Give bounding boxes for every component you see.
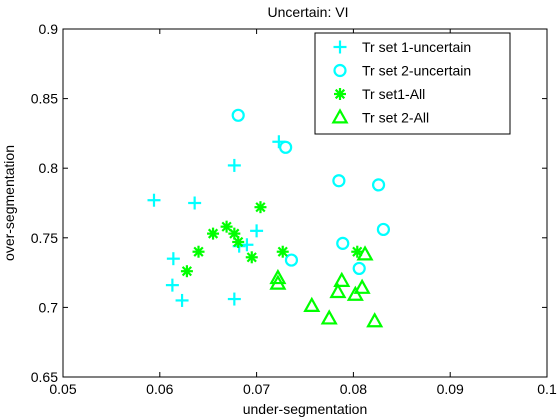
data-point: [245, 251, 258, 264]
legend: Tr set 1-uncertain Tr set 2-uncertain Tr s…: [314, 32, 511, 135]
data-point: [166, 252, 180, 266]
data-point: [376, 222, 391, 237]
data-point: [254, 201, 267, 214]
data-point: [180, 265, 193, 278]
legend-marker: [333, 40, 347, 54]
x-tick-label: 0.08: [340, 381, 367, 397]
data-point: [352, 261, 366, 276]
y-tick-label: 0.7: [39, 299, 59, 315]
y-tick-label: 0.65: [31, 369, 58, 385]
data-point: [207, 227, 220, 240]
data-point: [227, 158, 241, 172]
data-points: [147, 108, 391, 328]
data-point: [232, 235, 245, 248]
series-4: [269, 245, 384, 328]
x-tick-label: 0.05: [49, 381, 76, 397]
x-tick-label: 0.06: [146, 381, 173, 397]
chart-title: Uncertain: VI: [268, 4, 349, 20]
legend-label: Tr set 2-All: [362, 110, 429, 126]
legend-marker: [331, 108, 349, 124]
y-tick-label: 0.9: [39, 21, 59, 37]
data-point: [284, 253, 299, 267]
x-tick-label: 0.09: [437, 381, 464, 397]
legend-marker: [334, 88, 346, 100]
data-point: [269, 274, 287, 290]
data-point: [279, 140, 293, 154]
data-point: [333, 271, 351, 287]
data-point: [371, 178, 386, 192]
series-2: [231, 108, 391, 276]
data-point: [192, 245, 205, 258]
data-point: [188, 196, 202, 210]
data-point: [303, 296, 321, 313]
x-tick-label: 0.07: [243, 381, 270, 397]
data-point: [269, 268, 287, 285]
y-axis: 0.65 0.7 0.75 0.8 0.85 0.9: [31, 21, 547, 385]
data-point: [240, 238, 254, 252]
data-point: [227, 292, 241, 306]
y-tick-label: 0.75: [31, 230, 58, 246]
legend-marker: [333, 63, 347, 78]
y-tick-label: 0.85: [31, 91, 58, 107]
data-point: [147, 193, 161, 207]
data-point: [336, 236, 350, 250]
y-axis-label: over-segmentation: [1, 145, 17, 261]
data-point: [165, 278, 179, 292]
data-point: [320, 309, 338, 325]
data-point: [366, 312, 384, 328]
series-3: [180, 201, 364, 278]
data-point: [220, 220, 233, 233]
data-point: [353, 278, 371, 294]
data-point: [276, 245, 289, 258]
data-point: [175, 293, 189, 307]
x-axis: 0.05 0.06 0.07 0.08 0.09 0.1: [49, 29, 557, 397]
legend-label: Tr set1-All: [362, 86, 425, 102]
legend-box: [314, 32, 511, 135]
data-point: [329, 282, 347, 299]
data-point: [332, 174, 346, 188]
y-tick-label: 0.8: [39, 160, 59, 176]
legend-label: Tr set 2-uncertain: [362, 63, 471, 79]
x-axis-label: under-segmentation: [243, 401, 368, 417]
x-tick-label: 0.1: [537, 381, 557, 397]
data-point: [356, 245, 374, 261]
legend-label: Tr set 1-uncertain: [362, 39, 471, 55]
data-point: [250, 224, 264, 238]
data-point: [231, 108, 245, 122]
